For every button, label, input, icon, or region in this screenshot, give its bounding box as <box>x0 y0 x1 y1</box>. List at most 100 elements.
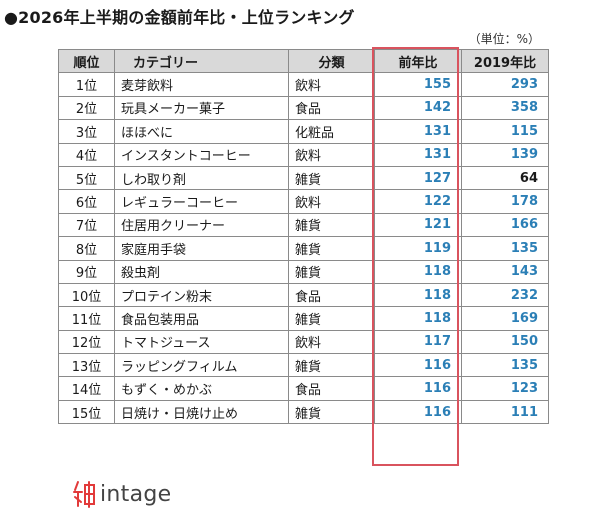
rank-cell: 3位 <box>58 119 115 144</box>
table-row: 8位 家庭用手袋 雑貨 119 135 <box>58 236 549 261</box>
class-cell: 飲料 <box>288 72 375 97</box>
vs2019-value: 111 <box>461 399 549 425</box>
category-cell: 玩具メーカー菓子 <box>114 95 289 121</box>
yoy-value: 155 <box>374 72 462 97</box>
yoy-value: 116 <box>374 353 462 378</box>
rank-cell: 14位 <box>58 376 115 401</box>
yoy-value: 121 <box>374 212 462 238</box>
rank-cell: 5位 <box>58 165 115 191</box>
rank-cell: 7位 <box>58 212 115 238</box>
category-cell: しわ取り剤 <box>114 165 289 191</box>
intage-logo-icon <box>73 481 95 508</box>
yoy-value: 142 <box>374 95 462 121</box>
table-row: 1位 麦芽飲料 飲料 155 293 <box>58 72 549 97</box>
table-row: 9位 殺虫剤 雑貨 118 143 <box>58 259 549 284</box>
class-cell: 食品 <box>288 376 375 401</box>
rank-cell: 12位 <box>58 329 115 355</box>
yoy-value: 118 <box>374 306 462 331</box>
yoy-value: 116 <box>374 376 462 401</box>
yoy-value: 127 <box>374 165 462 191</box>
vs2019-value: 135 <box>461 353 549 378</box>
category-cell: ラッピングフィルム <box>114 353 289 378</box>
vs2019-value: 358 <box>461 95 549 121</box>
class-cell: 飲料 <box>288 329 375 355</box>
vs2019-value: 150 <box>461 329 549 355</box>
rank-cell: 1位 <box>58 72 115 97</box>
class-cell: 食品 <box>288 95 375 121</box>
vs2019-value: 135 <box>461 236 549 261</box>
vs2019-value: 123 <box>461 376 549 401</box>
class-cell: 食品 <box>288 282 375 308</box>
category-cell: 家庭用手袋 <box>114 236 289 261</box>
category-cell: レギュラーコーヒー <box>114 189 289 214</box>
class-cell: 雑貨 <box>288 212 375 238</box>
class-cell: 雑貨 <box>288 306 375 331</box>
vs2019-value: 169 <box>461 306 549 331</box>
table-row: 4位 インスタントコーヒー 飲料 131 139 <box>58 142 549 167</box>
table-row: 14位 もずく・めかぶ 食品 116 123 <box>58 376 549 401</box>
unit-note: （単位：%） <box>468 32 540 46</box>
category-cell: トマトジュース <box>114 329 289 355</box>
header-vs2019: 2019年比 <box>461 48 549 74</box>
vs2019-value: 115 <box>461 119 549 144</box>
intage-logo: intage <box>72 479 171 509</box>
rank-cell: 4位 <box>58 142 115 167</box>
class-cell: 化粧品 <box>288 119 375 144</box>
vs2019-value: 166 <box>461 212 549 238</box>
yoy-value: 131 <box>374 119 462 144</box>
class-cell: 雑貨 <box>288 165 375 191</box>
vs2019-value: 232 <box>461 282 549 308</box>
table-body: 1位 麦芽飲料 飲料 155 293 2位 玩具メーカー菓子 食品 142 358 3位 ほほべに 化粧… <box>58 72 549 425</box>
header-rank: 順位 <box>58 48 115 74</box>
rank-cell: 6位 <box>58 189 115 214</box>
category-cell: プロテイン粉末 <box>114 282 289 308</box>
yoy-value: 131 <box>374 142 462 167</box>
ranking-table: 順位 カテゴリー 分類 前年比 2019年比 1位 麦芽飲料 飲料 155 293 2位玩… <box>58 48 549 425</box>
table-row: 10位 プロテイン粉末 食品 118 232 <box>58 282 549 308</box>
vs2019-value: 64 <box>461 165 549 191</box>
category-cell: 殺虫剤 <box>114 259 289 284</box>
class-cell: 雑貨 <box>288 259 375 284</box>
yoy-value: 118 <box>374 259 462 284</box>
table-row: 15位 日焼け・日焼け止め 雑貨 116 111 <box>58 399 549 425</box>
table-row: 13位 ラッピングフィルム 雑貨 116 135 <box>58 353 549 378</box>
vs2019-value: 139 <box>461 142 549 167</box>
table-row: 6位 レギュラーコーヒー 飲料 122 178 <box>58 189 549 214</box>
category-cell: 食品包装用品 <box>114 306 289 331</box>
rank-cell: 10位 <box>58 282 115 308</box>
class-cell: 飲料 <box>288 142 375 167</box>
table-header-row: 順位 カテゴリー 分類 前年比 2019年比 <box>58 48 549 74</box>
category-cell: ほほべに <box>114 119 289 144</box>
vs2019-value: 143 <box>461 259 549 284</box>
logo-text: intage <box>100 481 172 507</box>
class-cell: 雑貨 <box>288 236 375 261</box>
header-yoy: 前年比 <box>374 48 462 74</box>
category-cell: インスタントコーヒー <box>114 142 289 167</box>
category-cell: もずく・めかぶ <box>114 376 289 401</box>
class-cell: 雑貨 <box>288 399 375 425</box>
vs2019-value: 178 <box>461 189 549 214</box>
rank-cell: 11位 <box>58 306 115 331</box>
vs2019-value: 293 <box>461 72 549 97</box>
category-cell: 住居用クリーナー <box>114 212 289 238</box>
rank-cell: 8位 <box>58 236 115 261</box>
yoy-value: 116 <box>374 399 462 425</box>
class-cell: 飲料 <box>288 189 375 214</box>
class-cell: 雑貨 <box>288 353 375 378</box>
table-row: 7位 住居用クリーナー 雑貨 121 166 <box>58 212 549 238</box>
table-row: 2位 玩具メーカー菓子 食品 142 358 <box>58 95 549 121</box>
yoy-value: 117 <box>374 329 462 355</box>
page-title: ●2026年上半期の金額前年比・上位ランキング <box>4 8 355 27</box>
table-row: 3位 ほほべに 化粧品 131 115 <box>58 119 549 144</box>
table-row: 11位 食品包装用品 雑貨 118 169 <box>58 306 549 331</box>
header-category: カテゴリー <box>114 48 289 74</box>
rank-cell: 13位 <box>58 353 115 378</box>
header-class: 分類 <box>288 48 375 74</box>
yoy-value: 122 <box>374 189 462 214</box>
category-cell: 日焼け・日焼け止め <box>114 399 289 425</box>
category-cell: 麦芽飲料 <box>114 72 289 97</box>
yoy-value: 119 <box>374 236 462 261</box>
yoy-value: 118 <box>374 282 462 308</box>
rank-cell: 15位 <box>58 399 115 425</box>
rank-cell: 9位 <box>58 259 115 284</box>
